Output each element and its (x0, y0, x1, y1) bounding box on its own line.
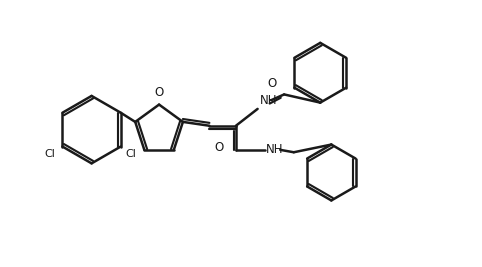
Text: NH: NH (266, 143, 283, 156)
Text: O: O (154, 86, 164, 99)
Text: NH: NH (260, 95, 278, 107)
Text: Cl: Cl (44, 149, 55, 159)
Text: O: O (214, 141, 224, 154)
Text: O: O (267, 77, 277, 90)
Text: Cl: Cl (126, 149, 136, 159)
